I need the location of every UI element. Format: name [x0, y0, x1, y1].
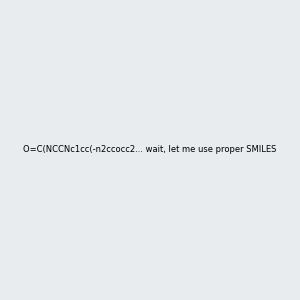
Text: O=C(NCCNc1cc(-n2ccocc2... wait, let me use proper SMILES: O=C(NCCNc1cc(-n2ccocc2... wait, let me u…: [23, 146, 277, 154]
